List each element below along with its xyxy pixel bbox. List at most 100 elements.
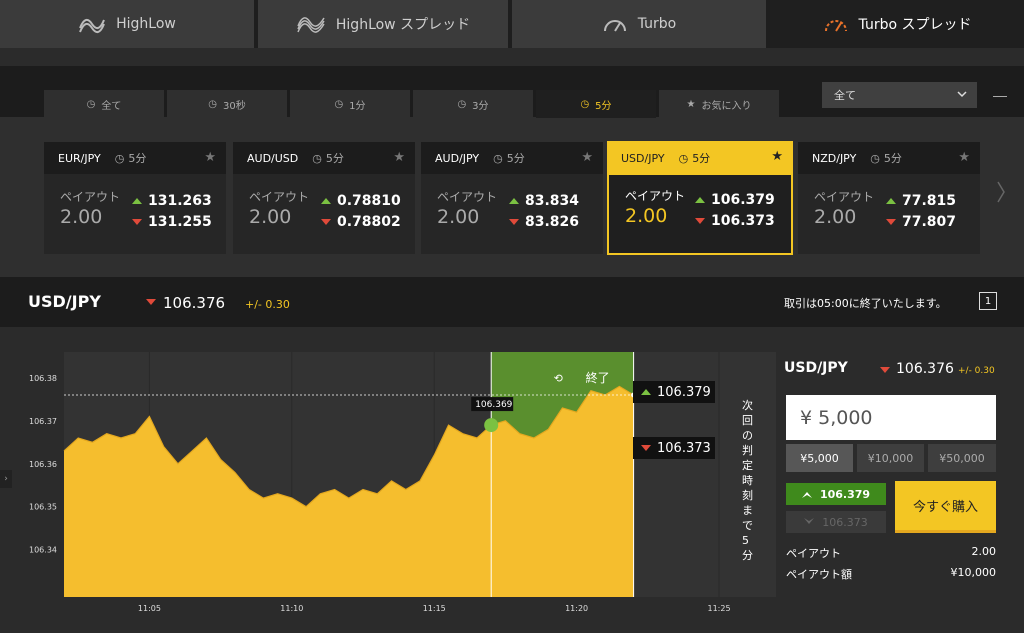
strike-label-bg — [471, 397, 514, 412]
asset-duration: 5分 — [883, 152, 902, 165]
tab-period-1m[interactable]: ◷ 1分 — [290, 90, 410, 118]
info-pair: USD/JPY — [28, 292, 101, 311]
chart-high-rate: 106.379 — [633, 381, 715, 403]
favorite-star-icon[interactable]: ★ — [958, 150, 970, 165]
buy-now-button[interactable]: 今すぐ購入 — [895, 481, 996, 533]
highlow-icon — [78, 14, 106, 34]
tab-period-30s-label: 30秒 — [223, 100, 246, 112]
high-button[interactable]: 106.379 — [786, 483, 886, 505]
favorite-star-icon[interactable]: ★ — [204, 150, 216, 165]
clock-icon: ◷ — [457, 98, 467, 110]
asset-filter-select[interactable]: 全て — [822, 82, 977, 108]
payout-value: 2.00 — [437, 206, 480, 228]
payout-amount-value: ¥10,000 — [950, 566, 997, 579]
preset-5000-button[interactable]: ¥5,000 — [786, 444, 853, 472]
clock-icon: ◷ — [580, 98, 590, 110]
favorite-star-icon[interactable]: ★ — [581, 150, 593, 165]
arrow-up-icon — [641, 389, 651, 395]
low-button[interactable]: 106.373 — [786, 511, 886, 533]
arrow-down-icon — [886, 219, 896, 225]
tab-favorites[interactable]: ★ お気に入り — [659, 90, 779, 118]
strike-label: 106.369 — [475, 400, 512, 410]
chart-low-rate-value: 106.373 — [657, 440, 711, 456]
payout-label: ペイアウト — [814, 190, 875, 204]
chevron-right-icon[interactable] — [996, 180, 1006, 208]
tab-period-all[interactable]: ◷ 全て — [44, 90, 164, 118]
x-tick-label: 11:15 — [423, 604, 446, 613]
y-tick-label: 106.36 — [29, 460, 57, 469]
turbo-spread-gauge-icon — [823, 15, 849, 33]
favorite-star-icon[interactable]: ★ — [771, 149, 783, 164]
chart-view-toggle-label: 1 — [984, 295, 992, 307]
x-tick-label: 11:20 — [565, 604, 588, 613]
end-label-text: 終了 — [586, 370, 610, 385]
high-rate: 131.263 — [148, 193, 212, 209]
high-rate: 106.379 — [711, 192, 775, 208]
asset-card-nzdjpy[interactable]: NZD/JPY ◷ 5分 ★ ペイアウト 2.00 77.815 77.807 — [798, 142, 980, 254]
clock-icon: ◷ — [208, 98, 217, 110]
asset-duration: 5分 — [506, 152, 525, 165]
favorite-star-icon[interactable]: ★ — [393, 150, 405, 165]
chevron-down-icon — [957, 89, 967, 102]
tab-turbo-spread[interactable]: Turbo スプレッド — [770, 0, 1024, 48]
order-rate: 106.376 — [896, 361, 954, 377]
x-tick-label: 11:10 — [280, 604, 303, 613]
asset-card-audusd[interactable]: AUD/USD ◷ 5分 ★ ペイアウト 2.00 0.78810 0.78802 — [233, 142, 415, 254]
asset-card-usdjpy[interactable]: USD/JPY ◷ 5分 ★ ペイアウト 2.00 106.379 106.373 — [607, 141, 793, 255]
x-tick-label: 11:05 — [138, 604, 161, 613]
payout-amount-label: ペイアウト額 — [786, 568, 852, 581]
chart-view-toggle[interactable]: 1 — [979, 292, 997, 310]
arrow-up-icon — [695, 197, 705, 203]
payout-label: ペイアウト — [437, 190, 498, 204]
tab-highlow-spread[interactable]: HighLow スプレッド — [258, 0, 508, 48]
payout-label: ペイアウト — [60, 190, 121, 204]
asset-card-eurjpy[interactable]: EUR/JPY ◷ 5分 ★ ペイアウト 2.00 131.263 131.255 — [44, 142, 226, 254]
clock-icon: ◷ — [86, 98, 96, 110]
y-tick-label: 106.35 — [29, 503, 57, 512]
asset-filter-value: 全て — [834, 89, 856, 102]
asset-pair: AUD/JPY — [435, 151, 480, 165]
chevron-left-icon[interactable]: › — [0, 470, 12, 488]
y-tick-label: 106.37 — [29, 417, 57, 426]
arrow-down-icon — [146, 299, 156, 305]
tab-turbo[interactable]: Turbo — [512, 0, 766, 48]
tab-period-3m[interactable]: ◷ 3分 — [413, 90, 533, 118]
closing-notice: 取引は05:00に終了いたします。 — [784, 297, 947, 310]
preset-50000-button[interactable]: ¥50,000 — [928, 444, 996, 472]
tab-highlow[interactable]: HighLow — [0, 0, 254, 48]
tab-period-5m-label: 5分 — [595, 100, 612, 112]
strike-marker: 106.369 — [471, 397, 514, 433]
asset-card-audjpy[interactable]: AUD/JPY ◷ 5分 ★ ペイアウト 2.00 83.834 83.826 — [421, 142, 603, 254]
payout-label: ペイアウト — [786, 547, 841, 560]
tab-period-1m-label: 1分 — [349, 100, 366, 112]
info-change: +/- 0.30 — [245, 298, 290, 311]
payout-value: 2.00 — [60, 206, 103, 228]
arrow-up-icon — [509, 198, 519, 204]
preset-10000-button[interactable]: ¥10,000 — [857, 444, 924, 472]
tab-favorites-label: お気に入り — [701, 100, 752, 112]
tab-period-all-label: 全て — [101, 100, 122, 112]
payout-value: 2.00 — [971, 545, 997, 558]
tab-period-5m[interactable]: ◷ 5分 — [536, 90, 656, 118]
chart-low-rate: 106.373 — [633, 437, 715, 459]
low-rate: 0.78802 — [337, 214, 401, 230]
tab-turbo-spread-label: Turbo スプレッド — [858, 17, 972, 33]
amount-input[interactable]: ¥ 5,000 — [786, 395, 996, 440]
highlow-spread-icon — [296, 14, 326, 34]
tab-period-30s[interactable]: ◷ 30秒 — [167, 90, 287, 118]
arrow-down-icon — [695, 218, 705, 224]
minimize-icon[interactable] — [993, 96, 1007, 97]
asset-duration: 5分 — [325, 152, 344, 165]
star-icon: ★ — [686, 98, 696, 110]
asset-pair: USD/JPY — [621, 151, 665, 165]
turbo-gauge-icon — [602, 15, 628, 33]
asset-duration: 5分 — [692, 152, 711, 165]
strike-marker-dot — [484, 418, 499, 433]
low-rate: 106.373 — [711, 213, 775, 229]
y-tick-label: 106.38 — [29, 374, 57, 383]
high-rate: 77.815 — [902, 193, 957, 209]
payout-value: 2.00 — [249, 206, 292, 228]
payout-label: ペイアウト — [625, 189, 686, 203]
arrow-down-icon — [880, 367, 890, 373]
asset-pair: EUR/JPY — [58, 151, 101, 165]
